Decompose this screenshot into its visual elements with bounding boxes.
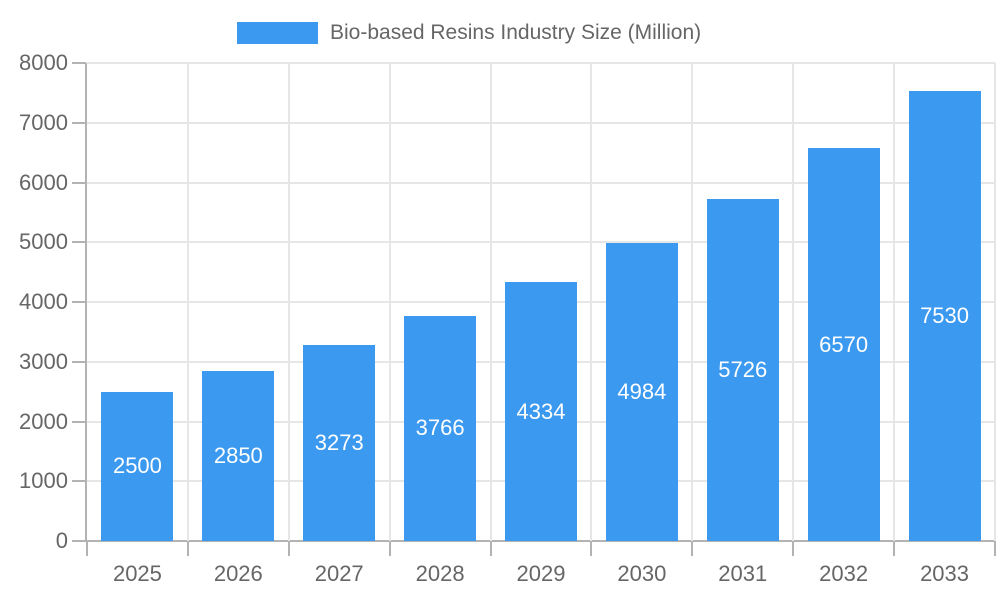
gridline-horizontal — [87, 181, 995, 184]
legend-label: Bio-based Resins Industry Size (Million) — [330, 21, 702, 44]
gridline-vertical — [287, 63, 290, 541]
x-axis-label-2030: 2030 — [617, 561, 667, 586]
x-axis-tick — [287, 541, 290, 556]
x-axis-label-2028: 2028 — [415, 561, 465, 586]
y-axis-tick — [72, 181, 86, 184]
x-axis-tick — [691, 541, 694, 556]
y-axis-tick — [72, 420, 86, 423]
x-axis-label-2031: 2031 — [718, 561, 768, 586]
y-axis-label: 8000 — [19, 50, 68, 75]
gridline-vertical — [994, 63, 996, 541]
gridline-vertical — [893, 63, 896, 541]
gridline-vertical — [691, 63, 694, 541]
legend-swatch-icon — [237, 22, 318, 44]
y-axis-label: 6000 — [19, 169, 68, 195]
y-axis-label: 2000 — [19, 408, 68, 434]
bar-value-label: 3273 — [314, 430, 364, 456]
x-axis-tick — [893, 541, 896, 556]
gridline-horizontal — [87, 121, 995, 124]
x-axis-label-2032: 2032 — [819, 561, 869, 586]
bar-value-label: 5726 — [718, 356, 768, 382]
y-axis-label: 1000 — [19, 468, 68, 494]
y-axis-tick — [72, 360, 86, 363]
y-axis-label: 4000 — [19, 289, 68, 314]
y-axis-tick — [72, 241, 86, 244]
bar-value-label: 3766 — [415, 415, 465, 441]
bar-2027[interactable]: 3273 — [303, 345, 376, 541]
bar-value-label: 2850 — [213, 442, 263, 468]
x-axis-tick — [994, 541, 996, 556]
gridline-horizontal — [87, 241, 995, 244]
gridline-vertical — [792, 63, 795, 541]
y-axis-label: 5000 — [19, 229, 68, 255]
legend-item[interactable]: Bio-based Resins Industry Size (Million) — [237, 21, 701, 45]
y-axis-tick — [72, 62, 86, 64]
bar-value-label: 4334 — [516, 398, 566, 424]
bar-2031[interactable]: 5726 — [706, 198, 779, 541]
bar-2026[interactable]: 2850 — [202, 370, 275, 541]
x-axis-tick — [388, 541, 391, 556]
y-axis-tick — [72, 480, 86, 483]
bar-value-label: 7530 — [920, 303, 970, 329]
x-axis-tick — [186, 541, 189, 556]
gridline-vertical — [186, 63, 189, 541]
bar-value-label: 4984 — [617, 379, 667, 405]
bar-2033[interactable]: 7530 — [908, 91, 981, 541]
bar-2032[interactable]: 6570 — [807, 148, 880, 541]
x-axis-label-2027: 2027 — [314, 561, 364, 586]
x-axis-label-2026: 2026 — [213, 561, 263, 586]
x-axis-label-2029: 2029 — [516, 561, 566, 586]
y-axis-tick — [72, 540, 86, 542]
x-axis-tick — [792, 541, 795, 556]
gridline-vertical — [388, 63, 391, 541]
y-axis-tick — [72, 301, 86, 303]
x-axis-tick — [86, 541, 88, 556]
bar-value-label: 6570 — [819, 331, 869, 357]
gridline-vertical — [489, 63, 492, 541]
gridline-horizontal — [87, 62, 995, 64]
gridline-vertical — [590, 63, 593, 541]
y-axis-tick — [72, 121, 86, 124]
bar-2025[interactable]: 2500 — [101, 391, 174, 541]
bar-2030[interactable]: 4984 — [605, 243, 678, 541]
x-axis-label-2033: 2033 — [920, 561, 970, 586]
bar-2028[interactable]: 3766 — [404, 315, 477, 541]
bar-value-label: 2500 — [112, 453, 162, 479]
y-axis-label: 7000 — [19, 109, 68, 135]
x-axis-line — [85, 540, 995, 542]
y-axis-label: 3000 — [19, 348, 68, 374]
plot-area: 2500 2850 3273 3766 4334 4984 5726 6570 7530 — [87, 62, 996, 541]
x-axis-tick — [590, 541, 593, 556]
bar-2029[interactable]: 4334 — [505, 282, 577, 541]
y-axis-line — [85, 63, 87, 541]
y-axis-label: 0 — [55, 528, 68, 553]
x-axis-label-2025: 2025 — [112, 561, 162, 586]
x-axis-tick — [489, 541, 492, 556]
